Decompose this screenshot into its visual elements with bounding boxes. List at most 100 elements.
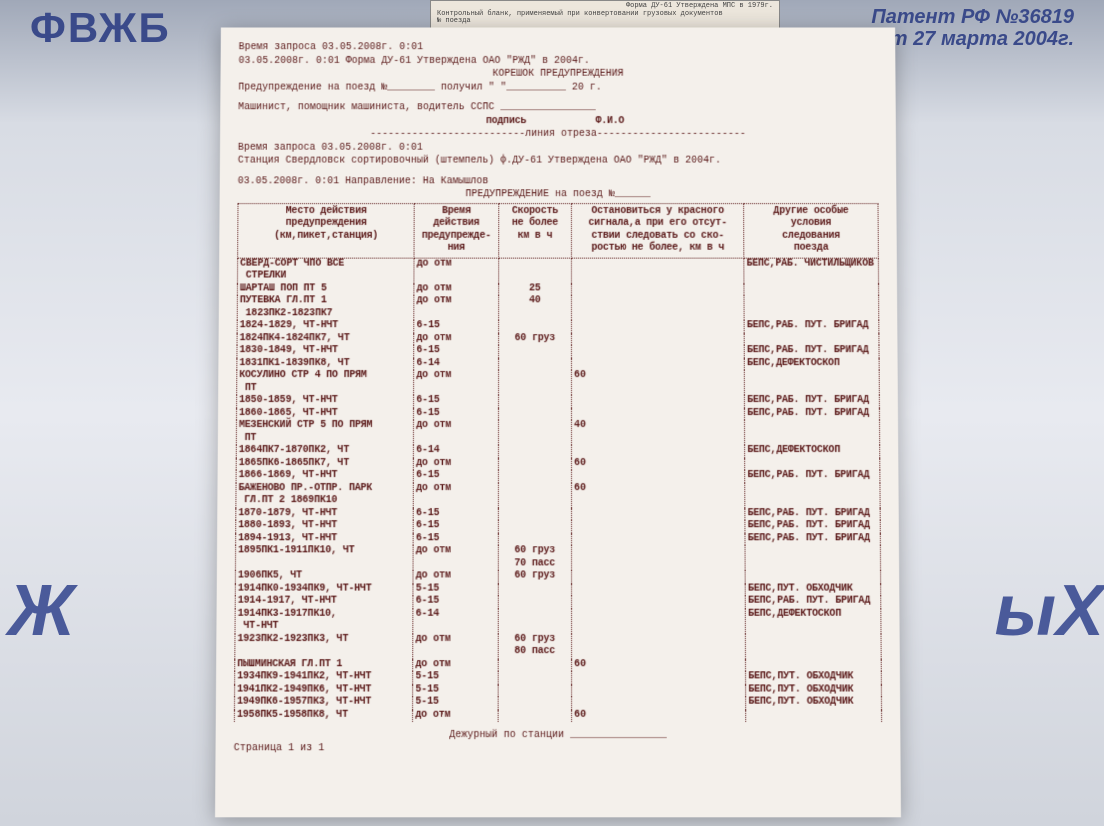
cell-time: до отм <box>413 709 498 722</box>
cell-note: БЕПС,РАБ. ПУТ. БРИГАД <box>745 395 880 407</box>
cell-stop: 60 <box>572 659 746 672</box>
cell-note <box>745 483 880 508</box>
cell-speed <box>498 345 571 357</box>
cell-time: до отм <box>414 370 498 395</box>
cell-time: до отм <box>414 295 498 320</box>
cell-speed <box>498 697 572 710</box>
cell-speed <box>498 470 572 483</box>
cell-stop: 60 <box>572 458 745 471</box>
cell-speed <box>498 596 572 609</box>
cell-stop <box>572 583 746 596</box>
cell-speed <box>498 508 572 521</box>
cell-time: до отм <box>414 333 498 345</box>
cell-stop <box>572 470 745 483</box>
cell-location: 1923ПК2-1923ПК3, ЧТ <box>235 633 413 658</box>
cell-speed <box>498 483 572 508</box>
cell-note <box>746 659 882 672</box>
cell-speed: 60 груз <box>498 333 571 345</box>
col-speed: Скорость не более км в ч <box>498 203 571 258</box>
cell-location: МЕЗЕНСКИЙ СТР 5 ПО ПРЯМ ПТ <box>236 420 413 445</box>
cell-stop: 60 <box>572 370 745 395</box>
cell-speed <box>498 358 571 370</box>
cell-location: 1941ПК2-1949ПК6, ЧТ-НЧТ <box>235 684 413 697</box>
cell-time: до отм <box>413 633 498 658</box>
cell-speed <box>498 583 572 596</box>
table-row: 1949ПК6-1957ПК3, ЧТ-НЧТ5-15БЕПС,ПУТ. ОБХ… <box>234 697 881 710</box>
cell-note: БЕПС,РАБ. ПУТ. БРИГАД <box>745 508 880 521</box>
cell-time: 5-15 <box>413 583 498 596</box>
table-row: 1941ПК2-1949ПК6, ЧТ-НЧТ5-15БЕПС,ПУТ. ОБХ… <box>235 684 882 697</box>
cell-time: 6-15 <box>414 345 498 357</box>
cell-location: ШАРТАШ ПОП ПТ 5 <box>237 283 414 295</box>
cell-stop <box>572 633 746 658</box>
cell-note: БЕПС,РАБ. ЧИСТИЛЬЩИКОВ <box>744 258 879 283</box>
page-number: Страница 1 из 1 <box>234 743 883 756</box>
cell-speed <box>498 320 571 332</box>
cell-location: 1866-1869, ЧТ-НЧТ <box>236 470 414 483</box>
patent-line2: от 27 марта 2004г. <box>878 28 1074 50</box>
table-row: 1895ПК1-1911ПК10, ЧТдо отм60 груз 70 пас… <box>235 545 880 570</box>
cell-time: до отм <box>413 570 498 583</box>
cell-note <box>744 370 879 395</box>
request-time-2: Время запроса 03.05.2008г. 0:01 <box>238 142 878 154</box>
cell-speed <box>498 258 571 283</box>
cell-location: 1914ПК0-1934ПК9, ЧТ-НЧТ <box>235 583 413 596</box>
cell-speed <box>498 370 571 395</box>
table-row: 1824-1829, ЧТ-НЧТ6-15БЕПС,РАБ. ПУТ. БРИГ… <box>237 320 879 332</box>
signature-line: подпись Ф.И.О <box>238 116 878 128</box>
table-row: СВЕРД-СОРТ ЧПО ВСЕ СТРЕЛКИдо отмБЕПС,РАБ… <box>237 258 878 283</box>
cell-note: БЕПС,ПУТ. ОБХОДЧИК <box>746 684 882 697</box>
cell-time: 6-15 <box>414 470 498 483</box>
cell-note <box>744 283 879 295</box>
cell-location: 1958ПК5-1958ПК8, ЧТ <box>234 709 413 722</box>
table-row: 1860-1865, ЧТ-НЧТ6-15БЕПС,РАБ. ПУТ. БРИГ… <box>236 408 879 420</box>
cell-note <box>744 333 879 345</box>
cell-speed <box>498 608 572 633</box>
slip-approved: Утверждена МПС в 1979г. <box>676 2 773 10</box>
cell-location: 1865ПК6-1865ПК7, ЧТ <box>236 458 414 471</box>
station-stamp-line: Станция Свердловск сортировочный (штемпе… <box>238 156 878 168</box>
cell-time: 6-15 <box>413 508 498 521</box>
slip-desc: Контрольный бланк, применяемый при конве… <box>437 11 773 19</box>
request-time-1: Время запроса 03.05.2008г. 0:01 <box>239 42 878 54</box>
cell-time: до отм <box>413 659 498 672</box>
table-row: 1866-1869, ЧТ-НЧТ6-15БЕПС,РАБ. ПУТ. БРИГ… <box>236 470 880 483</box>
table-header-row: Место действия предупреждения (км,пикет,… <box>238 203 879 258</box>
warning-for-train: Предупреждение на поезд №________ получи… <box>238 82 877 94</box>
cell-speed: 60 груз 80 пасс <box>498 633 572 658</box>
cell-location: 1830-1849, ЧТ-НЧТ <box>237 345 414 357</box>
cell-time: до отм <box>414 458 498 471</box>
cell-location: 1850-1859, ЧТ-НЧТ <box>237 395 414 407</box>
cell-time: до отм <box>414 483 499 508</box>
cell-stop <box>572 533 745 546</box>
cell-time: 6-15 <box>413 533 498 546</box>
cell-note <box>745 545 880 570</box>
cell-location: 1906ПК5, ЧТ <box>235 570 413 583</box>
cell-note: БЕПС,РАБ. ПУТ. БРИГАД <box>745 533 880 546</box>
warning-title: ПРЕДУПРЕЖДЕНИЕ на поезд №______ <box>238 189 879 201</box>
table-row: КОСУЛИНО СТР 4 ПО ПРЯМ ПТдо отм60 <box>237 370 880 395</box>
cell-note: БЕПС,ПУТ. ОБХОДЧИК <box>745 583 880 596</box>
cell-speed <box>498 445 572 458</box>
col-stop-signal: Остановиться у красного сигнала,а при ег… <box>572 203 744 258</box>
cell-note <box>745 420 880 445</box>
cell-note: БЕПС,ДЕФЕКТОСКОП <box>745 445 880 458</box>
cell-stop <box>572 445 745 458</box>
cell-note: БЕПС,РАБ. ПУТ. БРИГАД <box>745 596 880 609</box>
cell-location: 1860-1865, ЧТ-НЧТ <box>236 408 413 420</box>
cell-stop <box>572 520 745 533</box>
cell-stop <box>572 358 745 370</box>
cell-speed <box>498 408 571 420</box>
table-row: 1864ПК7-1870ПК2, ЧТ6-14БЕПС,ДЕФЕКТОСКОП <box>236 445 880 458</box>
cell-speed: 60 груз <box>498 570 572 583</box>
table-row: 1958ПК5-1958ПК8, ЧТдо отм60 <box>234 709 881 722</box>
cell-note <box>745 570 880 583</box>
cell-time: 5-15 <box>413 697 498 710</box>
cell-stop: 60 <box>572 483 745 508</box>
printout-paper: Время запроса 03.05.2008г. 0:01 03.05.20… <box>215 28 901 818</box>
cell-location: 1880-1893, ЧТ-НЧТ <box>236 520 414 533</box>
table-row: 1923ПК2-1923ПК3, ЧТдо отм60 груз 80 пасс <box>235 633 881 658</box>
station-duty-signature: Дежурный по станции ________________ <box>234 730 883 743</box>
cell-speed <box>498 458 572 471</box>
cell-speed <box>498 659 572 672</box>
